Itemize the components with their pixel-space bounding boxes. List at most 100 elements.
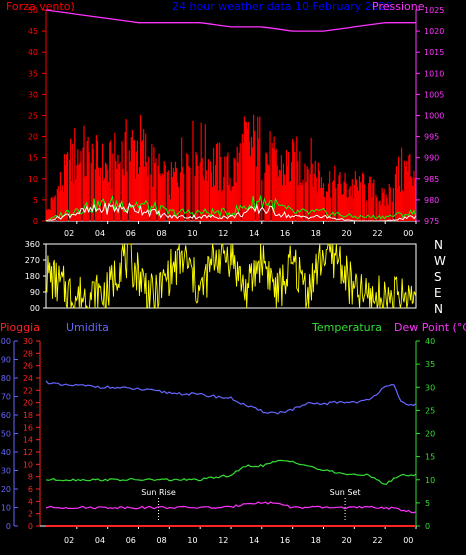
bottom-x-tick-label: 06 — [126, 536, 136, 545]
humidity-tick-label: 10 — [1, 504, 11, 513]
top-x-tick-label: 20 — [342, 229, 352, 238]
temp-tick-label: 35 — [425, 360, 435, 369]
humidity-tick-label: 60 — [1, 411, 11, 420]
temp-tick-label: 40 — [425, 337, 435, 346]
direction-tick-label: 270 — [25, 256, 40, 265]
top-x-tick-label: 22 — [372, 229, 382, 238]
top-left-tick-label: 0 — [33, 217, 38, 226]
top-x-tick-label: 08 — [157, 229, 167, 238]
bottom-x-tick-label: 14 — [249, 536, 259, 545]
top-right-tick-label: 1010 — [424, 69, 444, 78]
sun-marker-label: Sun Rise — [141, 488, 176, 497]
bottom-x-tick-label: 18 — [311, 536, 321, 545]
temp-tick-label: 15 — [425, 453, 435, 462]
rain-tick-label: 20 — [23, 399, 33, 408]
compass-s: S — [434, 270, 442, 284]
top-left-tick-label: 30 — [28, 90, 38, 99]
top-right-tick-label: 1005 — [424, 90, 444, 99]
humidity-tick-label: 50 — [1, 430, 11, 439]
top-left-tick-label: 40 — [28, 48, 38, 57]
humidity-tick-label: 90 — [1, 356, 11, 365]
rain-tick-label: 22 — [23, 386, 33, 395]
humidity-tick-label: 30 — [1, 467, 11, 476]
bottom-x-tick-label: 02 — [64, 536, 74, 545]
top-left-tick-label: 5 — [33, 196, 38, 205]
rain-tick-label: 26 — [23, 362, 33, 371]
top-right-tick-label: 975 — [424, 217, 439, 226]
humidity-tick-label: 100 — [0, 337, 11, 346]
dew-point-line — [45, 501, 417, 514]
top-right-tick-label: 985 — [424, 175, 439, 184]
humidity-tick-label: 70 — [1, 393, 11, 402]
rain-tick-label: 8 — [28, 473, 33, 482]
temp-tick-label: 30 — [425, 383, 435, 392]
direction-tick-label: 90 — [30, 288, 40, 297]
temperature-line — [45, 459, 417, 485]
rain-tick-label: 2 — [28, 510, 33, 519]
humidity-label: Umidita — [66, 321, 109, 334]
compass-n-bottom: N — [434, 302, 443, 316]
top-right-tick-label: 980 — [424, 196, 439, 205]
rain-tick-label: 12 — [23, 448, 33, 457]
rain-tick-label: 0 — [28, 522, 33, 531]
top-right-tick-label: 1000 — [424, 112, 444, 121]
top-x-tick-label: 02 — [64, 229, 74, 238]
compass-e: E — [434, 286, 442, 300]
top-left-tick-label: 45 — [28, 27, 38, 36]
temp-tick-label: 0 — [425, 522, 430, 531]
rain-tick-label: 4 — [28, 497, 33, 506]
top-x-tick-label: 00 — [403, 229, 413, 238]
top-right-tick-label: 990 — [424, 154, 439, 163]
rain-tick-label: 24 — [23, 374, 33, 383]
top-left-tick-label: 50 — [28, 6, 38, 15]
sun-marker-label: Sun Set — [330, 488, 361, 497]
direction-tick-label: 00 — [30, 304, 40, 313]
bottom-x-tick-label: 20 — [342, 536, 352, 545]
top-x-tick-label: 18 — [311, 229, 321, 238]
top-left-tick-label: 15 — [28, 154, 38, 163]
top-left-tick-label: 35 — [28, 69, 38, 78]
top-left-tick-label: 10 — [28, 175, 38, 184]
rain-label: Pioggia — [0, 321, 40, 334]
pressure-line — [45, 9, 416, 32]
compass-w: W — [434, 254, 446, 268]
bottom-x-tick-label: 12 — [218, 536, 228, 545]
top-right-tick-label: 1015 — [424, 48, 444, 57]
rain-tick-label: 6 — [28, 485, 33, 494]
chart-title: 24 hour weather data 10 February 2025 — [172, 0, 393, 13]
wind-average-line — [45, 202, 417, 222]
bottom-x-tick-label: 00 — [403, 536, 413, 545]
wind-speed-label: Forza vento) — [6, 0, 75, 13]
wind-speed-series — [45, 114, 416, 221]
top-x-tick-label: 10 — [187, 229, 197, 238]
humidity-tick-label: 20 — [1, 485, 11, 494]
pressure-label: Pressione — [372, 0, 425, 13]
direction-tick-label: 180 — [25, 272, 40, 281]
top-left-tick-label: 20 — [28, 133, 38, 142]
dew-point-label: Dew Point (°C) — [394, 321, 466, 334]
bottom-x-tick-label: 08 — [157, 536, 167, 545]
rain-tick-label: 18 — [23, 411, 33, 420]
temp-tick-label: 5 — [425, 499, 430, 508]
bottom-x-tick-label: 16 — [280, 536, 290, 545]
rain-tick-label: 30 — [23, 337, 33, 346]
top-x-tick-label: 12 — [218, 229, 228, 238]
humidity-tick-label: 0 — [6, 522, 11, 531]
top-right-tick-label: 995 — [424, 133, 439, 142]
bottom-x-tick-label: 22 — [372, 536, 382, 545]
temp-tick-label: 20 — [425, 430, 435, 439]
bottom-x-tick-label: 04 — [95, 536, 105, 545]
rain-tick-label: 14 — [23, 436, 33, 445]
temperature-label: Temperatura — [312, 321, 382, 334]
top-left-tick-label: 25 — [28, 112, 38, 121]
humidity-tick-label: 80 — [1, 374, 11, 383]
top-x-tick-label: 06 — [126, 229, 136, 238]
top-x-tick-label: 16 — [280, 229, 290, 238]
humidity-tick-label: 40 — [1, 448, 11, 457]
rain-tick-label: 28 — [23, 349, 33, 358]
top-x-tick-label: 04 — [95, 229, 105, 238]
compass-n-top: N — [434, 238, 443, 252]
direction-tick-label: 360 — [25, 240, 40, 249]
temp-tick-label: 10 — [425, 476, 435, 485]
